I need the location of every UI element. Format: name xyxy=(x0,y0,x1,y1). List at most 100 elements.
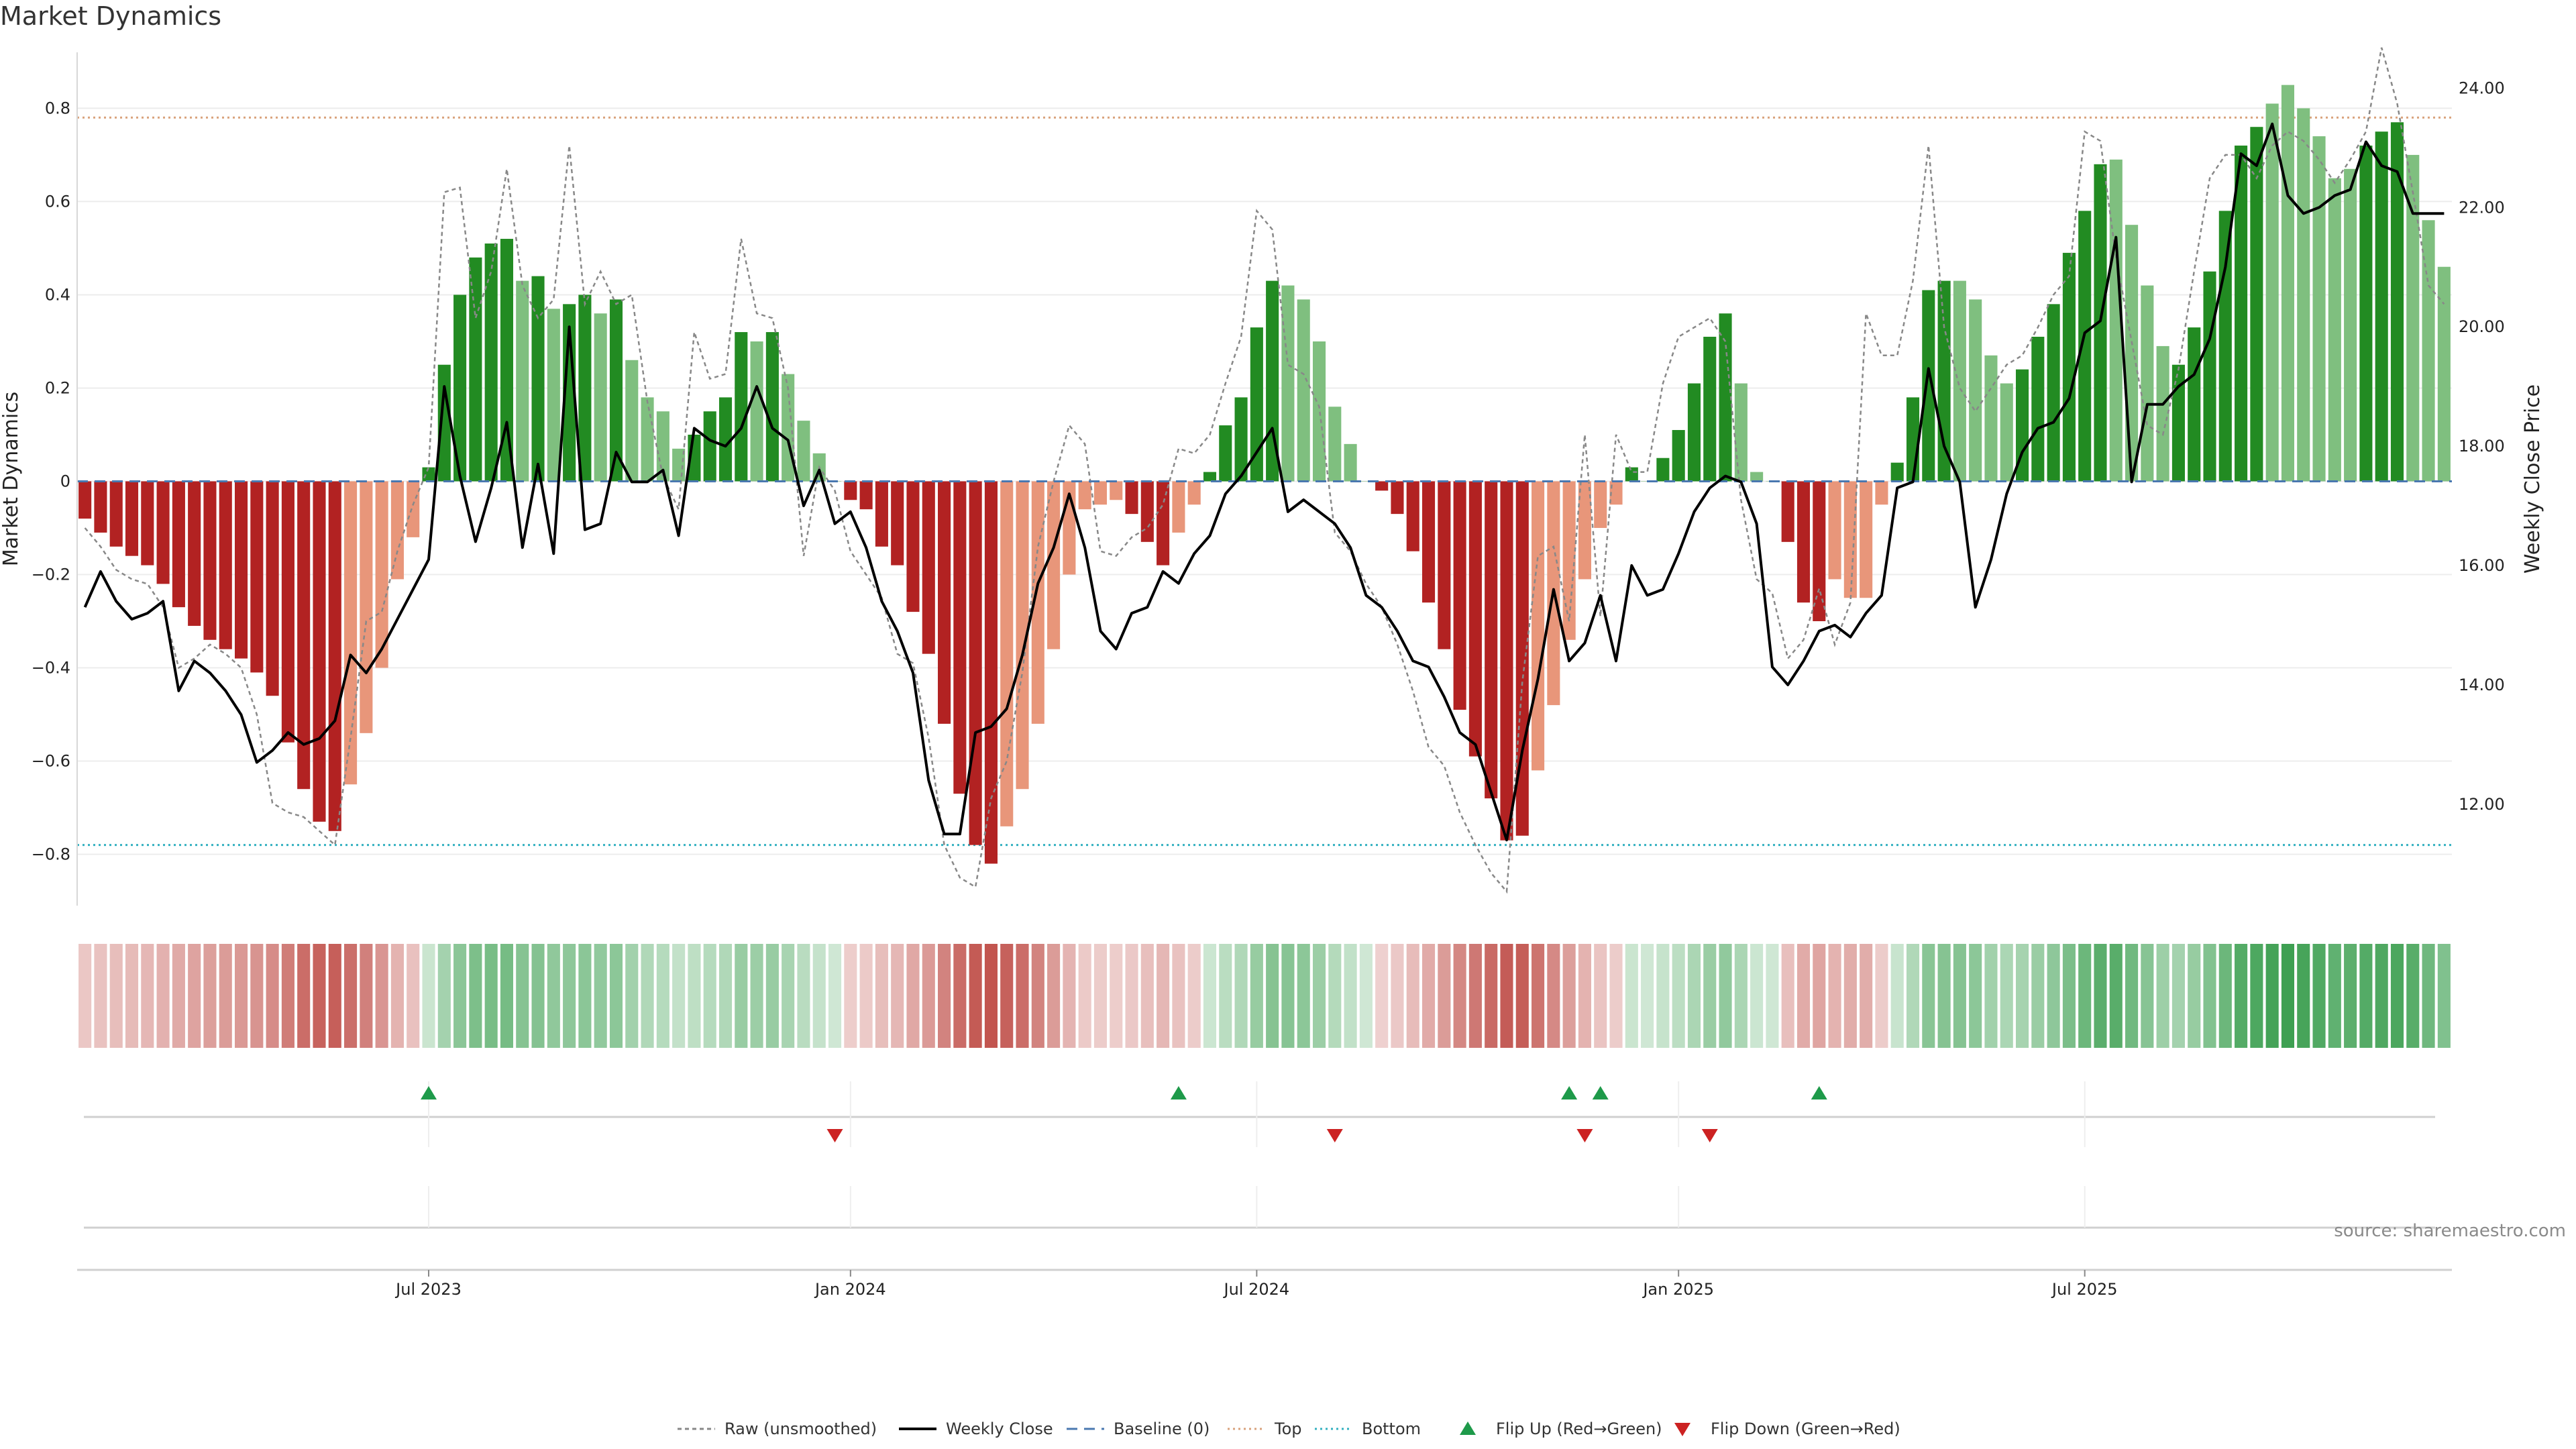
flip-down-marker xyxy=(1701,1129,1718,1142)
heatmap-cell xyxy=(469,944,482,1048)
heatmap-cell xyxy=(2422,944,2435,1048)
dynamics-bar xyxy=(1562,481,1576,640)
x-tick-label: Jan 2024 xyxy=(814,1280,886,1299)
heatmap-cell xyxy=(1391,944,1404,1048)
dynamics-bar xyxy=(219,481,232,649)
dynamics-bar xyxy=(2265,103,2279,482)
y-tick-label-left: 0 xyxy=(60,472,70,490)
dynamics-bar xyxy=(1906,397,1920,482)
dynamics-bar xyxy=(969,481,982,845)
dynamics-bar xyxy=(250,481,264,673)
heatmap-cell xyxy=(281,944,294,1048)
heatmap-cell xyxy=(875,944,888,1048)
heatmap-cell xyxy=(344,944,358,1048)
x-tick-label: Jul 2023 xyxy=(394,1280,462,1299)
heatmap-cell xyxy=(1157,944,1170,1048)
dynamics-bar xyxy=(141,481,154,566)
weekly-close-line xyxy=(83,122,2445,842)
heatmap-cell xyxy=(1984,944,1998,1048)
x-tick-label: Jul 2025 xyxy=(2051,1280,2118,1299)
dynamics-bar xyxy=(2297,108,2310,482)
heatmap-cell xyxy=(2031,944,2045,1048)
heatmap-cell xyxy=(2141,944,2154,1048)
dynamics-bar xyxy=(844,481,857,500)
dynamics-bar xyxy=(484,243,498,482)
dynamics-bar xyxy=(390,481,404,580)
heatmap-cell xyxy=(1438,944,1451,1048)
dynamics-bar xyxy=(437,364,451,482)
dynamics-bar xyxy=(1922,290,1935,482)
legend-item: Raw (unsmoothed) xyxy=(678,1419,877,1438)
heatmap-cell xyxy=(563,944,576,1048)
heatmap-cell xyxy=(859,944,873,1048)
raw-unsmoothed-line xyxy=(84,47,2445,894)
heatmap-cell xyxy=(2265,944,2279,1048)
heatmap-cell xyxy=(2250,944,2263,1048)
heatmap-cell xyxy=(2344,944,2357,1048)
legend-label: Flip Up (Red→Green) xyxy=(1496,1419,1662,1438)
heatmap-cell xyxy=(1781,944,1794,1048)
dynamics-bar xyxy=(1500,481,1513,841)
legend-label: Raw (unsmoothed) xyxy=(724,1419,877,1438)
dynamics-bar xyxy=(2406,154,2420,482)
dynamics-bar xyxy=(641,397,654,482)
y-axis-label-right: Weekly Close Price xyxy=(2521,384,2544,574)
flip-down-marker xyxy=(1576,1129,1593,1142)
dynamics-bar xyxy=(1532,481,1545,771)
heatmap-cell xyxy=(1078,944,1091,1048)
dynamics-bar xyxy=(1110,481,1123,500)
dynamics-bar xyxy=(1625,467,1638,482)
chart-title: Market Dynamics xyxy=(0,1,222,31)
heatmap-cell xyxy=(1890,944,1904,1048)
heatmap-cell xyxy=(1219,944,1232,1048)
heatmap-cell xyxy=(1578,944,1591,1048)
heatmap-cell xyxy=(1734,944,1748,1048)
dynamics-bar xyxy=(2437,266,2451,482)
y-tick-label-left: −0.2 xyxy=(32,565,70,584)
heatmap-cell xyxy=(922,944,935,1048)
dynamics-bar xyxy=(1813,481,1826,621)
heatmap-cell xyxy=(1500,944,1513,1048)
dynamics-bar xyxy=(2062,252,2076,482)
heatmap-cell xyxy=(2109,944,2123,1048)
dynamics-bar xyxy=(1203,472,1217,482)
dynamics-bar xyxy=(938,481,951,724)
dynamics-bar xyxy=(531,276,545,482)
flip-up-marker xyxy=(1561,1086,1578,1099)
dynamics-bar xyxy=(1016,481,1029,790)
heatmap-cell xyxy=(703,944,716,1048)
dynamics-bar xyxy=(2359,146,2373,482)
dynamics-bar xyxy=(1953,280,1966,482)
heatmap-cell xyxy=(1562,944,1576,1048)
dynamics-bar xyxy=(1656,458,1670,482)
heatmap-cell xyxy=(1547,944,1560,1048)
y-tick-label-left: 0.6 xyxy=(45,192,70,211)
dynamics-bar xyxy=(1719,313,1732,482)
heatmap-cell xyxy=(1703,944,1717,1048)
y-tick-label-right: 12.00 xyxy=(2459,795,2505,814)
heatmap-cell xyxy=(1375,944,1389,1048)
dynamics-bar xyxy=(1031,481,1044,724)
heatmap-cell xyxy=(234,944,248,1048)
dynamics-bar xyxy=(1828,481,1841,580)
heatmap-cell xyxy=(2062,944,2076,1048)
heatmap-cell xyxy=(1250,944,1263,1048)
dynamics-bar xyxy=(1703,337,1717,482)
dynamics-bar xyxy=(1172,481,1185,533)
heatmap-cell xyxy=(1406,944,1419,1048)
dynamics-bar xyxy=(1421,481,1436,603)
reference-lines xyxy=(77,116,2452,847)
dynamics-bar xyxy=(1843,481,1857,598)
heatmap-cell xyxy=(328,944,341,1048)
heatmap-cell xyxy=(2094,944,2107,1048)
heatmap-cell xyxy=(109,944,123,1048)
heatmap-cell xyxy=(2203,944,2216,1048)
dynamics-bar xyxy=(797,421,810,482)
dynamics-bar xyxy=(1157,481,1170,566)
legend-label: Bottom xyxy=(1362,1419,1421,1438)
heatmap-cell xyxy=(2328,944,2341,1048)
dynamics-bar xyxy=(1140,481,1154,542)
legend: Raw (unsmoothed) Weekly Close Baseline (0)… xyxy=(678,1419,1900,1438)
heatmap-cell xyxy=(1609,944,1623,1048)
dynamics-bar xyxy=(750,341,763,482)
